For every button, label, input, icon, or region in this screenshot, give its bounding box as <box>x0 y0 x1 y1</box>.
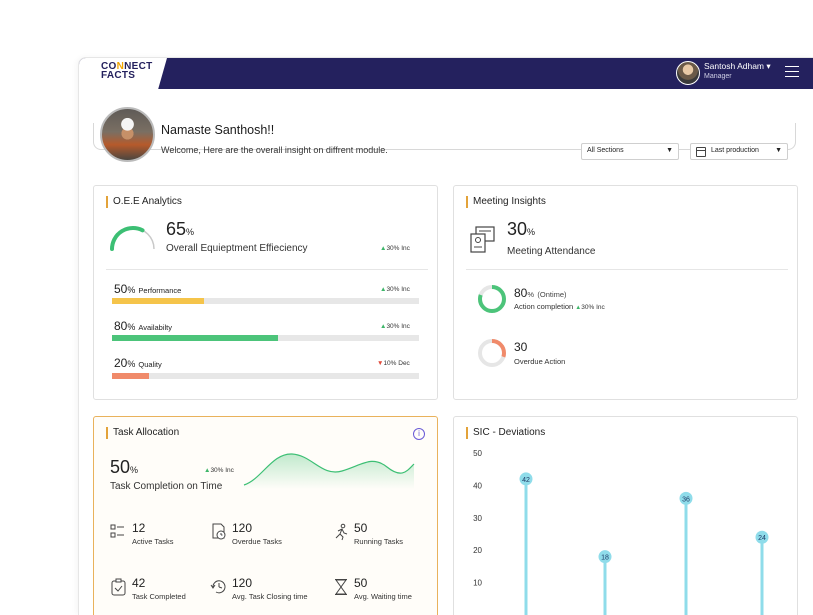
y-tick-label: 40 <box>473 481 482 490</box>
oee-value: 65% <box>166 219 195 239</box>
data-label: 42 <box>522 477 530 484</box>
y-tick-label: 10 <box>473 579 482 588</box>
meeting-insights-card: Meeting Insights 30% Meeting Attendance … <box>453 185 798 400</box>
quality-bar <box>112 373 419 379</box>
running-icon <box>335 523 348 541</box>
bar-marker <box>519 472 533 486</box>
y-tick-label: 20 <box>473 546 482 555</box>
data-label: 18 <box>601 555 609 562</box>
task-allocation-card: Task Allocation i 50% Task Completion on… <box>93 416 438 615</box>
overdue-action-value: 30 <box>514 340 528 354</box>
greeting-section: Namaste Santhosh!! Welcome, Here are the… <box>93 105 796 167</box>
user-avatar[interactable] <box>676 61 700 85</box>
card-title: Task Allocation <box>106 427 179 439</box>
dashboard-app: CONNECT FACTS Santosh Adham ▾ Manager Na… <box>78 57 813 615</box>
task-completion-value: 50% <box>110 457 139 477</box>
stat-overdue-tasks: 120 Overdue Tasks <box>210 521 320 551</box>
action-completion-label: Action completion ▲30% Inc <box>514 302 605 311</box>
availability-bar <box>112 335 419 341</box>
period-select[interactable]: Last production ▼ <box>690 143 788 160</box>
task-change: ▲30% Inc <box>204 467 234 474</box>
profile-photo <box>100 107 155 162</box>
greeting-frame <box>93 123 796 150</box>
top-bar: CONNECT FACTS Santosh Adham ▾ Manager <box>79 58 813 89</box>
data-label: 36 <box>682 496 690 503</box>
overdue-action-donut <box>478 339 506 367</box>
info-icon[interactable]: i <box>413 428 425 440</box>
stat-active-tasks: 12 Active Tasks <box>110 521 210 551</box>
sic-deviations-card: SIC - Deviations 102030405042Bead Wire18… <box>453 416 798 615</box>
oee-analytics-card: O.E.E Analytics 65% Overall Equieptment … <box>93 185 438 400</box>
card-title: Meeting Insights <box>466 196 546 208</box>
calendar-icon <box>696 147 706 157</box>
bar-marker <box>598 550 612 564</box>
hourglass-icon <box>335 579 347 595</box>
oee-change: ▲30% Inc <box>380 245 410 252</box>
divider <box>466 269 788 270</box>
card-title: O.E.E Analytics <box>106 196 182 208</box>
meeting-board-icon <box>470 226 495 253</box>
overdue-action-label: Overdue Action <box>514 357 566 366</box>
logo-container: CONNECT FACTS <box>79 58 167 89</box>
meeting-attendance-value: 30% <box>507 219 536 239</box>
section-select[interactable]: All Sections ▼ <box>581 143 679 160</box>
action-completion-donut <box>478 285 506 313</box>
connect-facts-logo[interactable]: CONNECT FACTS <box>101 61 153 81</box>
meeting-attendance-label: Meeting Attendance <box>507 246 596 257</box>
sic-deviations-chart: 102030405042Bead Wire18Cooper wire36Blac… <box>473 449 769 615</box>
task-trend-sparkline <box>243 453 415 489</box>
clock-doc-icon <box>212 523 226 540</box>
hamburger-menu-icon[interactable] <box>785 62 799 80</box>
stat-avg-closing-time: 120 Avg. Task Closing time <box>210 576 332 606</box>
action-completion-value: 80% (Ontime) <box>514 286 567 300</box>
gauge-icon <box>110 226 155 251</box>
greeting-title: Namaste Santhosh!! <box>161 123 275 137</box>
user-role: Manager <box>704 73 732 80</box>
chevron-down-icon: ▼ <box>666 147 673 154</box>
list-icon <box>110 524 124 538</box>
stat-task-completed: 42 Task Completed <box>110 576 220 606</box>
y-tick-label: 50 <box>473 449 482 458</box>
user-name-dropdown[interactable]: Santosh Adham ▾ <box>704 61 771 71</box>
card-title: SIC - Deviations <box>466 427 545 439</box>
clipboard-check-icon <box>111 578 126 596</box>
stat-running-tasks: 50 Running Tasks <box>332 521 432 551</box>
performance-bar <box>112 298 419 304</box>
oee-label: Overall Equieptment Effieciency <box>166 243 308 254</box>
divider <box>106 269 428 270</box>
task-completion-label: Task Completion on Time <box>110 481 223 492</box>
data-label: 24 <box>758 535 766 542</box>
chevron-down-icon: ▼ <box>775 147 782 154</box>
bar-marker <box>679 491 693 505</box>
stat-avg-waiting-time: 50 Avg. Waiting time <box>332 576 432 606</box>
y-tick-label: 30 <box>473 514 482 523</box>
greeting-subtitle: Welcome, Here are the overall insight on… <box>161 145 388 155</box>
timer-refresh-icon <box>210 580 226 594</box>
bar-marker <box>755 530 769 544</box>
